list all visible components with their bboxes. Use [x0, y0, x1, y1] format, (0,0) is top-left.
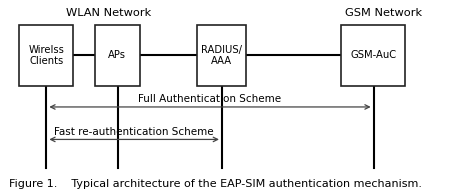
Text: RADIUS/
AAA: RADIUS/ AAA	[201, 45, 242, 66]
Text: Fast re-authentication Scheme: Fast re-authentication Scheme	[55, 127, 214, 137]
Text: GSM-AuC: GSM-AuC	[350, 50, 396, 60]
Text: Full Authentication Scheme: Full Authentication Scheme	[138, 94, 282, 104]
Text: GSM Network: GSM Network	[346, 8, 422, 18]
Bar	[341, 25, 405, 86]
Text: Figure 1.    Typical architecture of the EAP-SIM authentication mechanism.: Figure 1. Typical architecture of the EA…	[9, 179, 422, 189]
Text: WLAN Network: WLAN Network	[66, 8, 152, 18]
Bar	[19, 25, 73, 86]
Bar	[197, 25, 246, 86]
Text: APs: APs	[109, 50, 126, 60]
Bar	[95, 25, 140, 86]
Text: Wirelss
Clients: Wirelss Clients	[28, 45, 64, 66]
